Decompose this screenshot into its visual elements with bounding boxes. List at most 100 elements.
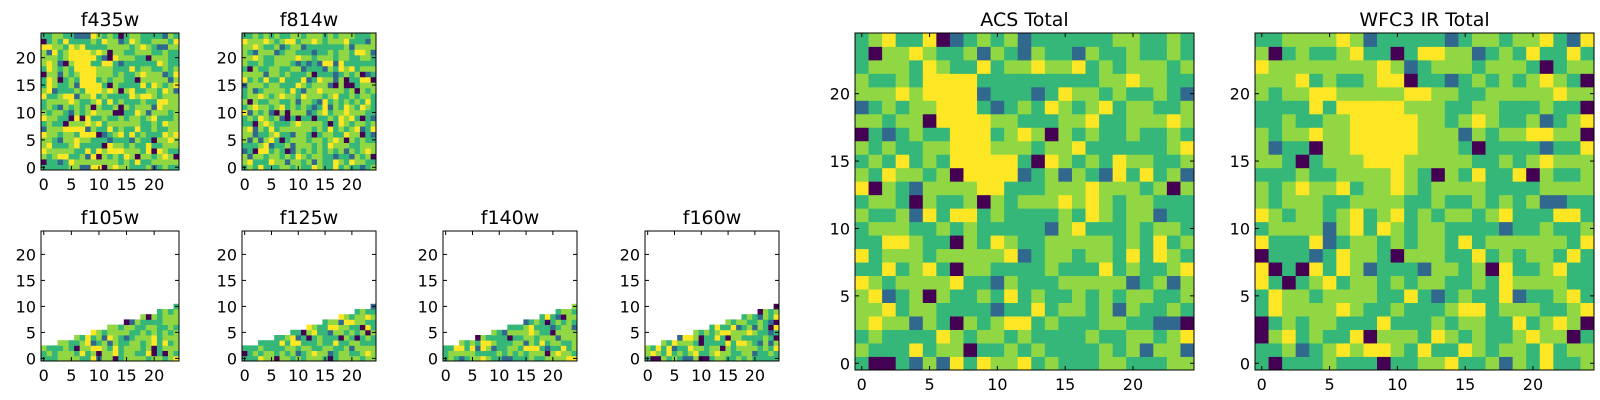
heatmap-cell xyxy=(167,126,174,133)
heatmap-cell xyxy=(1282,46,1297,61)
heatmap-cell xyxy=(936,140,951,155)
heatmap-cell xyxy=(63,109,69,116)
heatmap-cell xyxy=(112,76,119,83)
heatmap-cell xyxy=(459,355,465,362)
heatmap-cell xyxy=(1071,208,1086,223)
heatmap-cell xyxy=(354,98,361,105)
heatmap-cell xyxy=(868,113,883,128)
heatmap-cell xyxy=(1539,194,1554,209)
heatmap-cell xyxy=(322,87,329,94)
heatmap-cell xyxy=(134,71,141,78)
heatmap-cell xyxy=(370,153,377,160)
heatmap-cell xyxy=(107,38,114,45)
heatmap-cell xyxy=(107,350,114,357)
heatmap-cell xyxy=(173,38,180,45)
heatmap-cell xyxy=(343,319,350,325)
heatmap-cell xyxy=(693,340,699,346)
heatmap-cell xyxy=(162,82,169,89)
heatmap-cell xyxy=(752,340,758,346)
heatmap-cell xyxy=(949,316,964,330)
heatmap-cell xyxy=(666,350,673,357)
heatmap-cell xyxy=(539,335,546,341)
heatmap-cell xyxy=(145,120,152,127)
heatmap-cell xyxy=(1471,289,1486,303)
heatmap-cell xyxy=(1295,33,1310,47)
heatmap-cell xyxy=(306,153,313,160)
heatmap-cell xyxy=(311,329,318,336)
heatmap-cell xyxy=(311,120,318,127)
heatmap-cell xyxy=(868,248,883,263)
heatmap-cell xyxy=(1180,113,1195,128)
heatmap-cell xyxy=(274,159,280,165)
heatmap-cell xyxy=(1139,302,1154,317)
heatmap-cell xyxy=(882,86,897,101)
heatmap-cell xyxy=(1282,329,1297,344)
heatmap-cell xyxy=(290,76,296,83)
heatmap-cell xyxy=(333,324,339,331)
heatmap-cell xyxy=(140,329,147,336)
heatmap-cell xyxy=(268,137,275,143)
heatmap-cell xyxy=(1377,329,1391,344)
heatmap-cell xyxy=(57,126,64,133)
heatmap-cell xyxy=(365,60,372,67)
y-tick-label: 5 xyxy=(26,131,36,150)
heatmap-cell xyxy=(1580,235,1595,250)
heatmap-cell xyxy=(79,82,86,89)
heatmap-cell xyxy=(167,104,174,111)
heatmap-cell xyxy=(268,76,275,83)
heatmap-cell xyxy=(1458,194,1473,209)
heatmap-cell xyxy=(544,340,551,346)
heatmap-cell xyxy=(1166,127,1181,142)
heatmap-cell xyxy=(868,127,883,142)
heatmap-cell xyxy=(333,153,339,160)
heatmap-cell xyxy=(661,340,667,346)
heatmap-cell xyxy=(349,350,355,357)
heatmap-cell xyxy=(1071,275,1086,290)
y-tick-label: 15 xyxy=(16,76,36,95)
heatmap-cell xyxy=(1404,221,1419,236)
heatmap-cell xyxy=(882,46,897,61)
heatmap-cell xyxy=(1153,127,1168,142)
heatmap-cell xyxy=(1377,316,1391,330)
heatmap-cell xyxy=(365,43,372,50)
heatmap-cell xyxy=(909,127,924,142)
heatmap-cell xyxy=(90,126,97,133)
heatmap-cell xyxy=(1580,194,1595,209)
heatmap-cell xyxy=(338,137,345,143)
heatmap-cell xyxy=(977,248,991,263)
heatmap-cell xyxy=(1580,86,1595,101)
heatmap-cell xyxy=(173,335,180,341)
heatmap-cell xyxy=(1499,46,1514,61)
heatmap-cell xyxy=(74,350,81,357)
heatmap-cell xyxy=(258,120,264,127)
heatmap-cell xyxy=(85,65,92,72)
heatmap-cell xyxy=(1566,208,1581,223)
heatmap-cell xyxy=(1417,275,1432,290)
heatmap-cell xyxy=(311,335,318,341)
heatmap-cell xyxy=(359,309,366,315)
heatmap-cell xyxy=(284,115,291,122)
heatmap-cell xyxy=(909,100,924,115)
heatmap-cell xyxy=(311,43,318,50)
heatmap-cell xyxy=(1180,194,1195,209)
heatmap-cell xyxy=(79,98,86,105)
heatmap-cell xyxy=(252,33,259,39)
heatmap-cell xyxy=(74,76,81,83)
heatmap-cell xyxy=(698,329,705,336)
heatmap-cell xyxy=(895,316,910,330)
heatmap-cell xyxy=(1153,208,1168,223)
heatmap-cell xyxy=(1417,262,1432,277)
heatmap-cell xyxy=(757,324,764,331)
heatmap-cell xyxy=(1058,33,1073,47)
heatmap-cell xyxy=(252,115,259,122)
heatmap-cell xyxy=(167,115,174,122)
heatmap-cell xyxy=(140,137,147,143)
heatmap-cell xyxy=(300,115,307,122)
heatmap-cell xyxy=(79,335,86,341)
heatmap-cell xyxy=(1485,73,1500,88)
heatmap-cell xyxy=(1431,248,1446,263)
heatmap-cell xyxy=(359,314,366,320)
heatmap-cell xyxy=(895,248,910,263)
heatmap-cell xyxy=(338,355,345,362)
heatmap-cell xyxy=(882,113,897,128)
